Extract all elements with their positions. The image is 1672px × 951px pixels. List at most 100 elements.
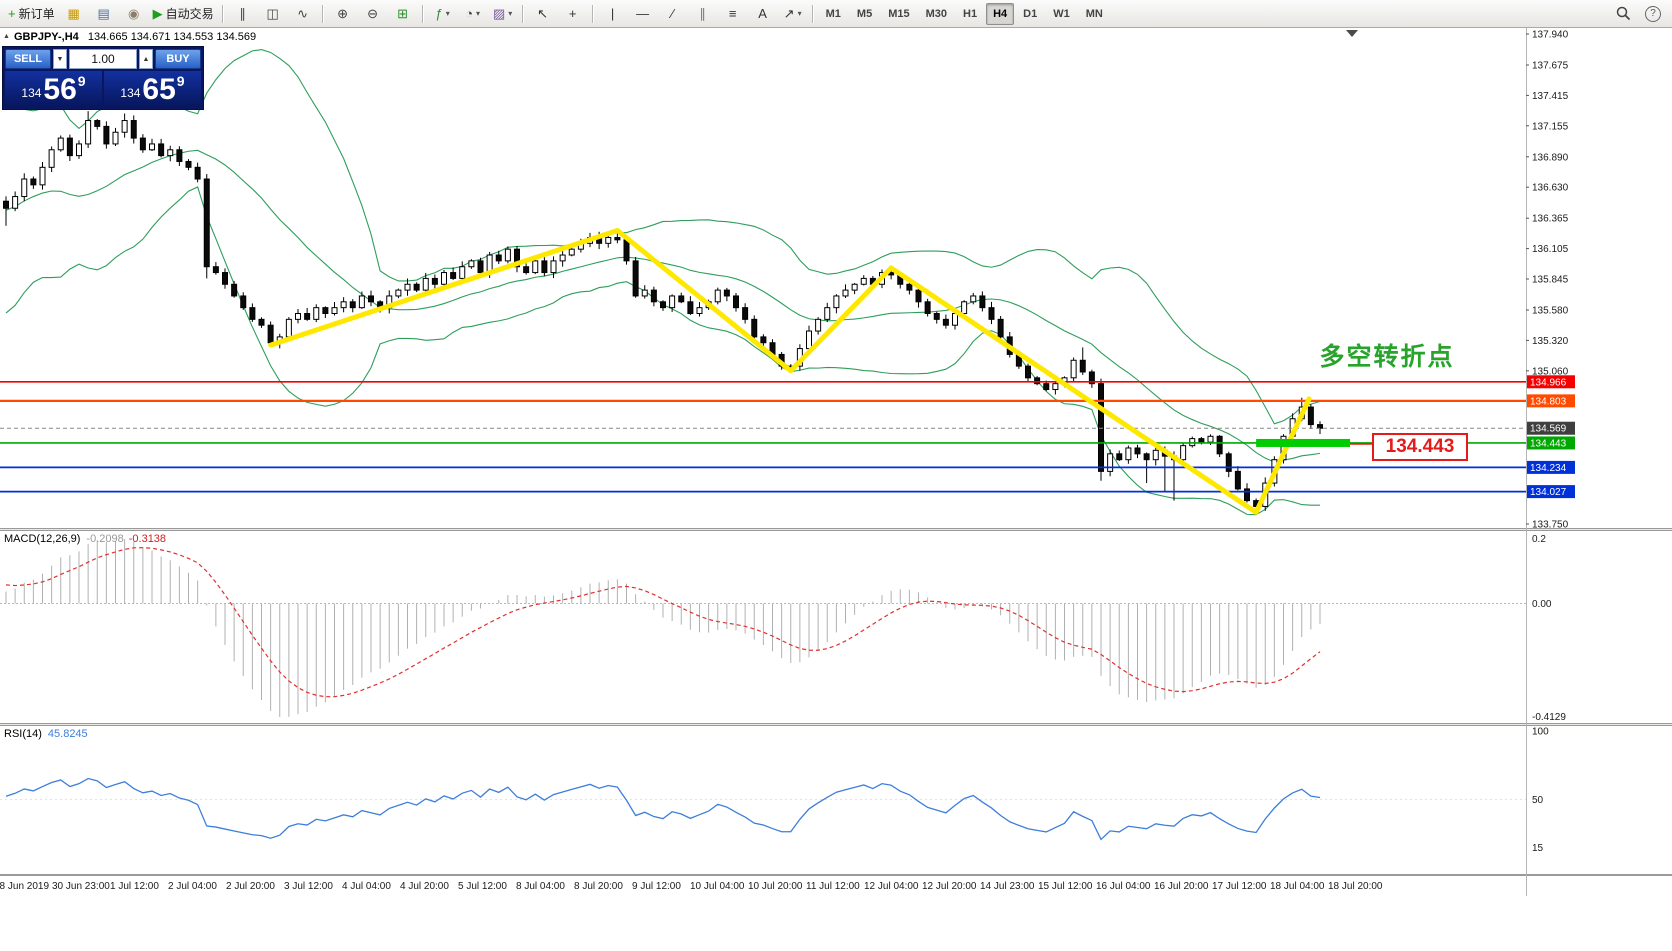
search-button[interactable]: [1608, 2, 1638, 26]
timeframe-h4-button[interactable]: H4: [986, 2, 1015, 25]
cursor-button[interactable]: ↖: [528, 2, 558, 26]
templates-icon: ▨: [492, 6, 506, 21]
price-tag-label: 134.803: [1530, 396, 1567, 407]
time-axis-label: 18 Jul 04:00: [1270, 881, 1325, 892]
candlestick-series: [3, 111, 1323, 514]
toolbar-separator: [421, 4, 424, 23]
time-axis-label: 8 Jul 04:00: [516, 881, 565, 892]
zoom-in-button[interactable]: ⊕: [328, 2, 358, 26]
macd-axis-label: -0.4129: [1532, 712, 1566, 723]
zoom-out-button[interactable]: ⊖: [358, 2, 388, 26]
chart-window: 137.940 137.675 137.415 137.155 136.890 136.6…: [0, 28, 1672, 951]
toolbar-separator: [521, 4, 524, 23]
timeframe-d1-button[interactable]: D1: [1023, 7, 1038, 20]
price-axis-label: 137.415: [1532, 91, 1569, 102]
time-axis-label: 30 Jun 23:00: [52, 881, 110, 892]
time-axis-label: 10 Jul 20:00: [748, 881, 803, 892]
time-axis-label: 3 Jul 12:00: [284, 881, 333, 892]
time-axis-label: 15 Jul 12:00: [1038, 881, 1093, 892]
horizontal-line-button[interactable]: —: [628, 2, 658, 26]
help-button[interactable]: ?: [1638, 2, 1668, 26]
chevron-down-icon: ▾: [797, 9, 802, 18]
chevron-down-icon: ▾: [508, 9, 513, 18]
timeframe-m1-button[interactable]: M1: [825, 7, 841, 20]
indicators-button[interactable]: ƒ ▾: [428, 2, 458, 26]
rsi-header: RSI(14) 45.8245: [4, 728, 88, 740]
zigzag-annotation[interactable]: [268, 227, 1312, 515]
timeframe-mn-button[interactable]: MN: [1085, 7, 1103, 20]
time-axis-label: 18 Jul 20:00: [1328, 881, 1383, 892]
price-axis-label: 137.155: [1532, 121, 1569, 132]
timeframe-h1-button[interactable]: H1: [963, 7, 978, 20]
macd-signal-line: [5, 547, 1321, 698]
price-axis-label: 135.060: [1532, 366, 1569, 377]
indicators-icon: ƒ: [435, 6, 443, 21]
macd-histogram: [5, 539, 1321, 717]
tile-windows-icon: ⊞: [397, 6, 409, 21]
timeframe-m5-button[interactable]: M5: [856, 7, 873, 20]
search-icon: [1616, 6, 1630, 21]
chart-shift-marker[interactable]: [1346, 30, 1358, 37]
macd-label: MACD(12,26,9): [4, 533, 81, 545]
price-tag: [1527, 436, 1575, 450]
price-axis[interactable]: 137.940 137.675 137.415 137.155 136.890 136.6…: [1526, 30, 1575, 531]
price-axis-label: 136.365: [1532, 214, 1569, 225]
channel-button[interactable]: ∥: [688, 2, 718, 26]
macd-main-value: -0.2098: [86, 533, 124, 545]
text-icon: A: [758, 6, 767, 21]
timeframe-m15-button[interactable]: M15: [888, 7, 910, 20]
vertical-line-button[interactable]: |: [598, 2, 628, 26]
time-axis-label: 16 Jul 20:00: [1154, 881, 1209, 892]
navigator-icon: ◉: [127, 6, 140, 21]
time-axis-label: 17 Jul 12:00: [1212, 881, 1267, 892]
market-watch-button[interactable]: ▦: [59, 2, 89, 26]
arrows-button[interactable]: ↗ ▾: [778, 2, 808, 26]
tile-windows-button[interactable]: ⊞: [388, 2, 418, 26]
trendline-button[interactable]: ∕: [658, 2, 688, 26]
macd-signal-value: -0.3138: [128, 533, 167, 545]
data-window-button[interactable]: ▤: [89, 2, 119, 26]
autotrading-button[interactable]: ▶ 自动交易: [149, 2, 218, 26]
symbol-info: GBPJPY-,H4 134.665 134.671 134.553 134.5…: [14, 31, 256, 43]
timeframe-m30-button[interactable]: M30: [925, 7, 947, 20]
zoom-out-icon: ⊖: [367, 6, 379, 21]
volume-decrease-button[interactable]: ▼: [53, 49, 67, 69]
toolbar-separator: [811, 4, 814, 23]
timeframe-w1-button[interactable]: W1: [1053, 7, 1070, 20]
periods-button[interactable]: ◔ ▾: [458, 2, 488, 26]
sell-price-pip: 9: [77, 73, 86, 89]
sell-price-prefix: 134: [21, 86, 42, 100]
templates-button[interactable]: ▨ ▾: [488, 2, 518, 26]
toolbar: + 新订单 ▦ ▤ ◉ ▶ 自动交易 ∥ ◫ ∿ ⊕ ⊖ ⊞ ƒ ▾ ◔ ▾ ▨ ▾ ↖ + | — ∕ ∥ ≡ A ↗ ▾ M1 M5 M…: [0, 0, 1672, 28]
bar-chart-button[interactable]: ∥: [228, 2, 258, 26]
new-order-icon: +: [8, 6, 16, 21]
highlight-segment[interactable]: [1256, 438, 1351, 447]
horizontal-level-lines[interactable]: [0, 380, 1526, 493]
volume-input[interactable]: [69, 49, 137, 69]
rsi-axis[interactable]: 100 50 15: [1532, 727, 1549, 854]
price-axis-label: 136.890: [1532, 152, 1569, 163]
sell-price-button[interactable]: 134 56 9: [5, 71, 102, 107]
price-tag: [1527, 460, 1575, 474]
buy-button[interactable]: BUY: [155, 49, 201, 69]
macd-axis-label: 0.00: [1532, 599, 1552, 610]
chart-canvas[interactable]: 137.940 137.675 137.415 137.155 136.890 136.6…: [0, 28, 1672, 951]
sell-button[interactable]: SELL: [5, 49, 51, 69]
new-order-button[interactable]: + 新订单: [4, 2, 59, 26]
crosshair-button[interactable]: +: [558, 2, 588, 26]
line-chart-button[interactable]: ∿: [288, 2, 318, 26]
volume-increase-button[interactable]: ▲: [139, 49, 153, 69]
autotrading-icon: ▶: [152, 6, 163, 21]
text-button[interactable]: A: [748, 2, 778, 26]
fibonacci-button[interactable]: ≡: [718, 2, 748, 26]
candlestick-chart-icon: ◫: [266, 6, 279, 21]
panel-collapse-icon[interactable]: ▲: [3, 33, 10, 40]
macd-axis[interactable]: 0.2 0.00 -0.4129: [1532, 534, 1566, 723]
time-axis-label: 9 Jul 12:00: [632, 881, 681, 892]
navigator-button[interactable]: ◉: [119, 2, 149, 26]
buy-price-button[interactable]: 134 65 9: [104, 71, 201, 107]
candlestick-chart-button[interactable]: ◫: [258, 2, 288, 26]
channel-icon: ∥: [699, 6, 706, 21]
